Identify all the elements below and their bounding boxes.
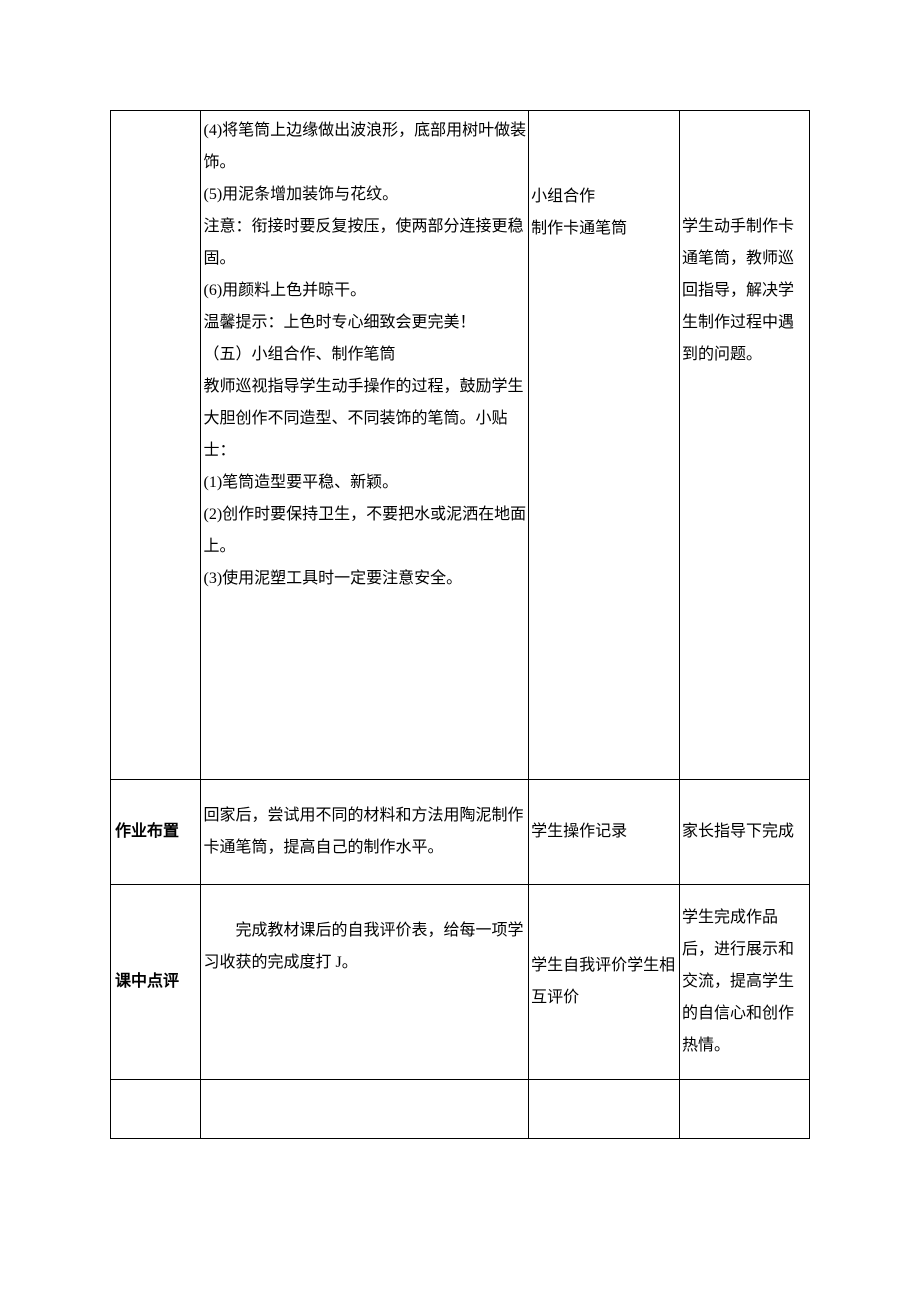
row2-note: 家长指导下完成 bbox=[679, 780, 809, 885]
content-line: 温馨提示：上色时专心细致会更完美！ bbox=[203, 307, 526, 339]
note-text: 学生动手制作卡通笔筒，教师巡回指导，解决学生制作过程中遇到的问题。 bbox=[682, 218, 794, 363]
content-line: (4)将笔筒上边缘做出波浪形，底部用树叶做装饰。 bbox=[203, 115, 526, 179]
row1-activity: 小组合作 制作卡通笔筒 bbox=[529, 111, 680, 780]
row2-activity: 学生操作记录 bbox=[529, 780, 680, 885]
content-line: (6)用颜料上色并晾干。 bbox=[203, 275, 526, 307]
row4-content bbox=[201, 1080, 529, 1139]
content-line: (3)使用泥塑工具时一定要注意安全。 bbox=[203, 563, 526, 595]
row1-note: 学生动手制作卡通笔筒，教师巡回指导，解决学生制作过程中遇到的问题。 bbox=[679, 111, 809, 780]
row2-label: 作业布置 bbox=[111, 780, 201, 885]
row3-activity: 学生自我评价学生相互评价 bbox=[529, 885, 680, 1080]
content-text: 完成教材课后的自我评价表，给每一项学习收获的完成度打 J。 bbox=[203, 915, 526, 979]
row2-content: 回家后，尝试用不同的材料和方法用陶泥制作卡通笔筒，提高自己的制作水平。 bbox=[201, 780, 529, 885]
table-row bbox=[111, 1080, 810, 1139]
content-line: （五）小组合作、制作笔筒 bbox=[203, 339, 526, 371]
row4-label bbox=[111, 1080, 201, 1139]
row4-activity bbox=[529, 1080, 680, 1139]
table-row: (4)将笔筒上边缘做出波浪形，底部用树叶做装饰。 (5)用泥条增加装饰与花纹。 … bbox=[111, 111, 810, 780]
table-row: 课中点评 完成教材课后的自我评价表，给每一项学习收获的完成度打 J。 学生自我评… bbox=[111, 885, 810, 1080]
row3-content: 完成教材课后的自我评价表，给每一项学习收获的完成度打 J。 bbox=[201, 885, 529, 1080]
row3-label: 课中点评 bbox=[111, 885, 201, 1080]
table-row: 作业布置 回家后，尝试用不同的材料和方法用陶泥制作卡通笔筒，提高自己的制作水平。… bbox=[111, 780, 810, 885]
content-text: 回家后，尝试用不同的材料和方法用陶泥制作卡通笔筒，提高自己的制作水平。 bbox=[203, 807, 523, 856]
content-line: 注意：衔接时要反复按压，使两部分连接更稳固。 bbox=[203, 211, 526, 275]
row1-label bbox=[111, 111, 201, 780]
lesson-plan-table: (4)将笔筒上边缘做出波浪形，底部用树叶做装饰。 (5)用泥条增加装饰与花纹。 … bbox=[110, 110, 810, 1139]
activity-line: 小组合作 bbox=[531, 181, 677, 213]
content-line: (1)笔筒造型要平稳、新颖。 bbox=[203, 467, 526, 499]
document-page: (4)将笔筒上边缘做出波浪形，底部用树叶做装饰。 (5)用泥条增加装饰与花纹。 … bbox=[0, 0, 920, 1139]
row3-note: 学生完成作品后，进行展示和交流，提高学生的自信心和创作热情。 bbox=[679, 885, 809, 1080]
spacer bbox=[203, 595, 526, 775]
content-line: (2)创作时要保持卫生，不要把水或泥洒在地面上。 bbox=[203, 499, 526, 563]
content-line: 教师巡视指导学生动手操作的过程，鼓励学生大胆创作不同造型、不同装饰的笔筒。小贴士… bbox=[203, 371, 526, 467]
row4-note bbox=[679, 1080, 809, 1139]
content-line: (5)用泥条增加装饰与花纹。 bbox=[203, 179, 526, 211]
activity-line: 制作卡通笔筒 bbox=[531, 213, 677, 245]
row1-content: (4)将笔筒上边缘做出波浪形，底部用树叶做装饰。 (5)用泥条增加装饰与花纹。 … bbox=[201, 111, 529, 780]
